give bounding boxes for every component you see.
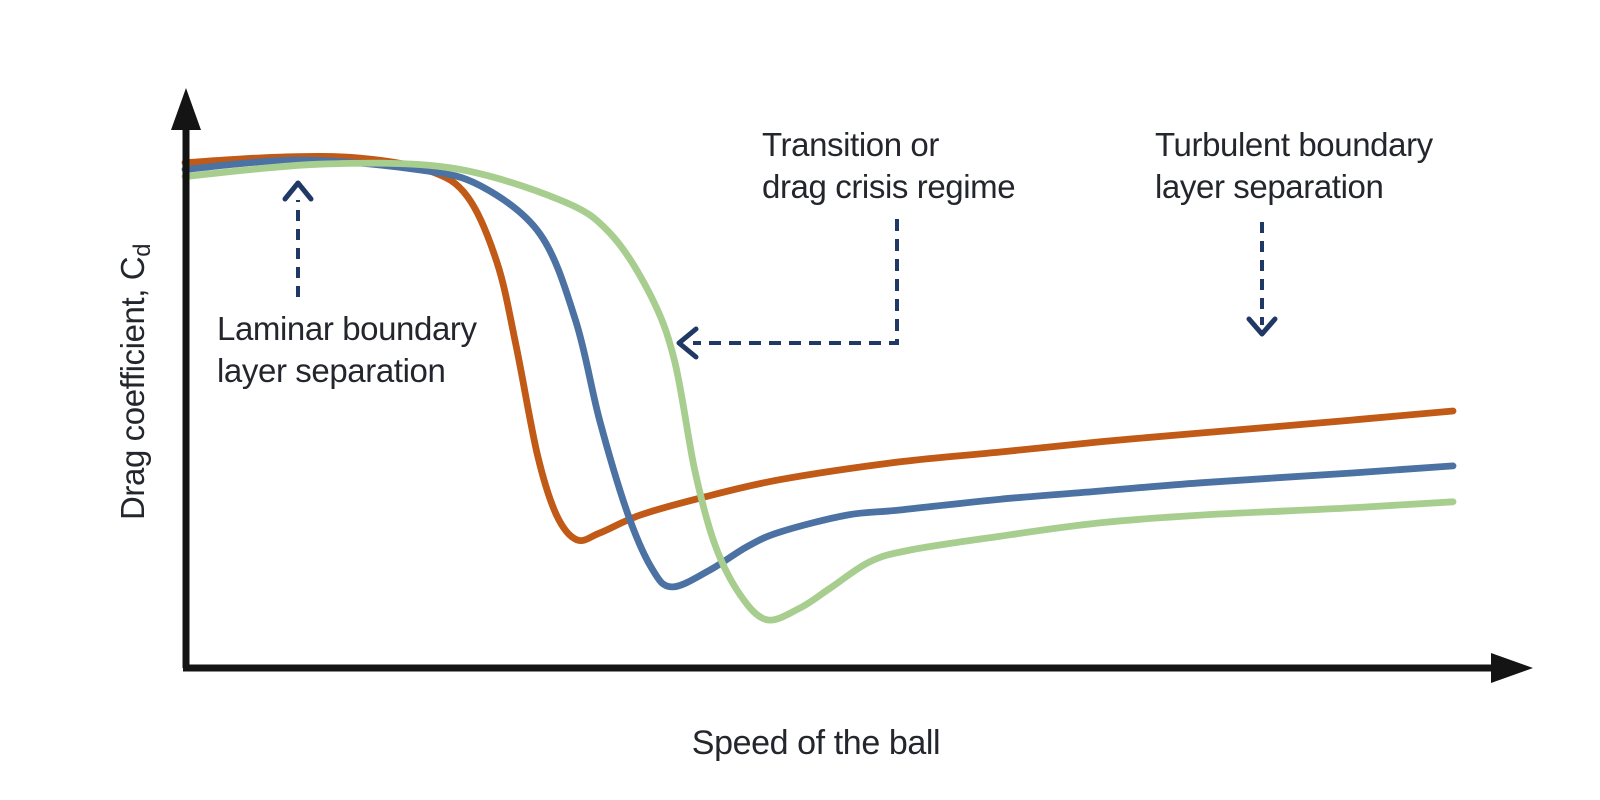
annotation-laminar: Laminar boundary layer separation bbox=[217, 308, 477, 392]
annotation-laminar-line2: layer separation bbox=[217, 352, 446, 389]
curve-green bbox=[181, 159, 1457, 624]
x-axis-label: Speed of the ball bbox=[691, 724, 941, 762]
annotation-laminar-line1: Laminar boundary bbox=[217, 310, 477, 347]
y-axis-arrowhead-icon bbox=[171, 88, 201, 130]
turbulent-arrowhead-icon bbox=[1246, 316, 1278, 337]
y-axis-label: Drag coefficient, Cd bbox=[114, 244, 156, 521]
annotation-transition: Transition or drag crisis regime bbox=[762, 124, 1016, 208]
transition-arrowhead-icon bbox=[676, 326, 699, 360]
annotation-transition-line1: Transition or bbox=[762, 126, 939, 163]
curve-blue bbox=[181, 156, 1457, 591]
annotation-transition-line2: drag crisis regime bbox=[762, 168, 1016, 205]
annotation-turbulent: Turbulent boundary layer separation bbox=[1155, 124, 1433, 208]
laminar-arrowhead-icon bbox=[282, 180, 314, 202]
annotation-turbulent-line2: layer separation bbox=[1155, 168, 1384, 205]
annotation-turbulent-line1: Turbulent boundary bbox=[1155, 126, 1433, 163]
y-axis-label-subscript: d bbox=[128, 243, 156, 257]
y-axis-label-text: Drag coefficient, C bbox=[114, 256, 151, 521]
transition-arrow bbox=[693, 219, 899, 345]
x-axis-arrowhead-icon bbox=[1491, 653, 1533, 683]
